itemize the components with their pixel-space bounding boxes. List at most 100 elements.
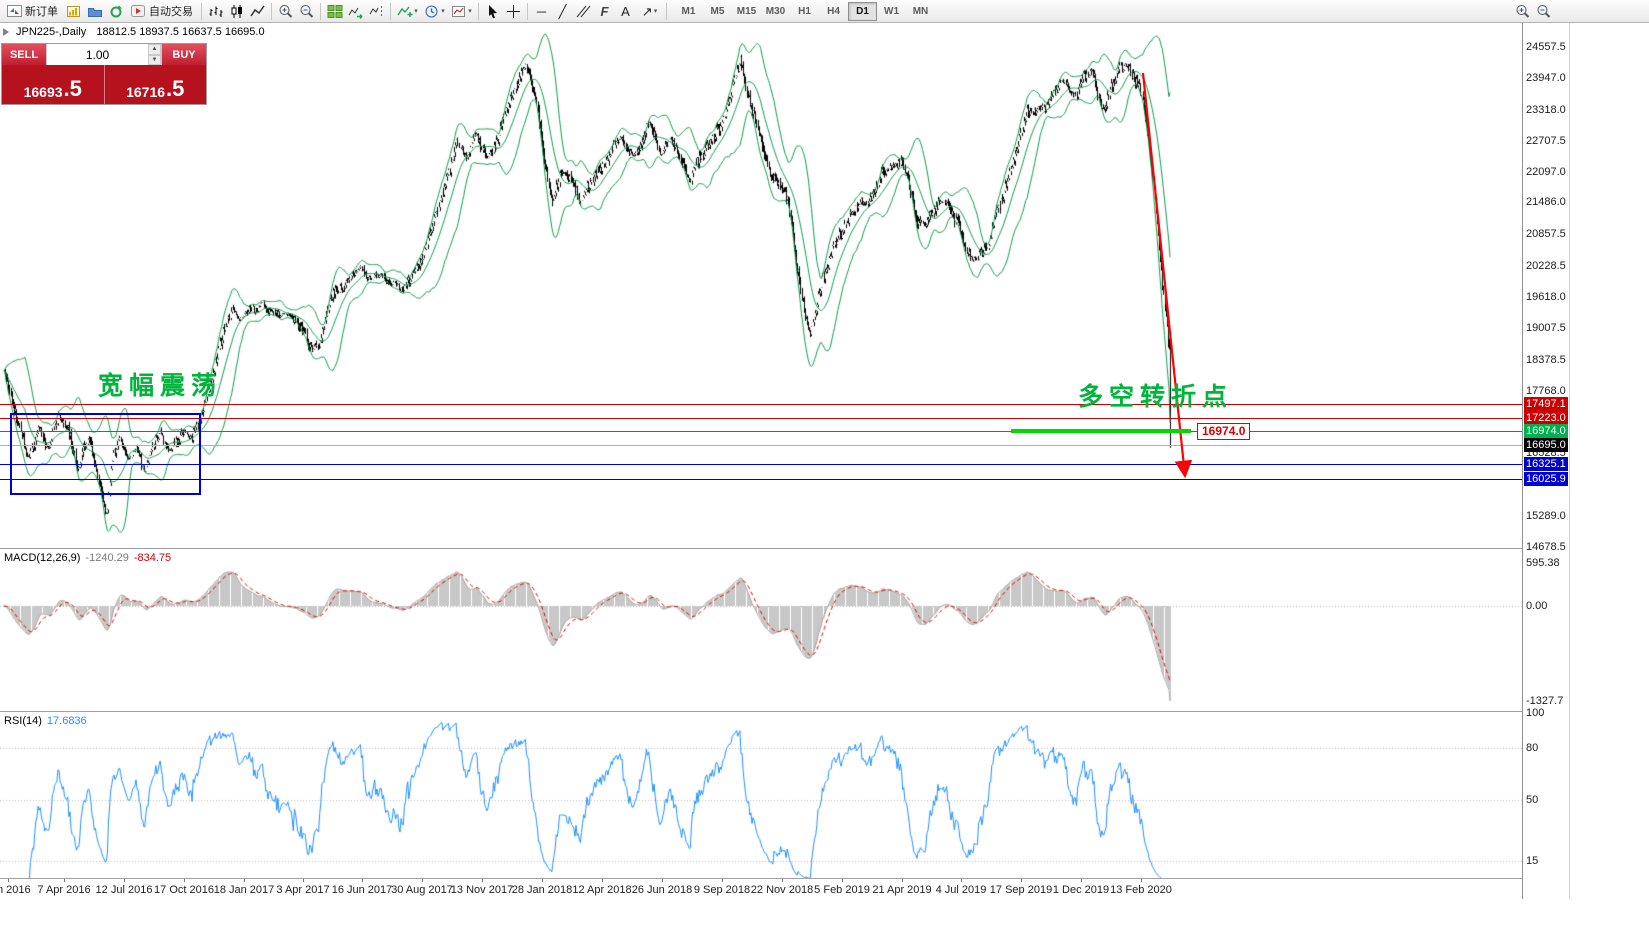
sell-button[interactable]: SELL: [2, 44, 46, 65]
bar-chart-mode-button[interactable]: [205, 2, 226, 21]
time-axis-label: 9 Sep 2018: [693, 884, 751, 896]
volume-up-button[interactable]: ▲: [148, 44, 161, 55]
rsi-panel-canvas[interactable]: [0, 712, 1522, 878]
tile-windows-button[interactable]: [324, 2, 345, 21]
templates-menu-button[interactable]: ▾: [448, 2, 475, 21]
line-chart-mode-button[interactable]: [247, 2, 268, 21]
toolbar-separator: [666, 2, 667, 20]
timeframe-button-m30[interactable]: M30: [765, 5, 786, 17]
zoom-in-button[interactable]: [1512, 2, 1533, 21]
text-tool-icon: A: [621, 3, 630, 19]
panel-divider[interactable]: [0, 711, 1570, 712]
price-level-label-support: 16025.9: [1524, 471, 1568, 486]
macd-name: MACD(12,26,9): [4, 552, 81, 564]
timeframe-button-m1[interactable]: M1: [681, 5, 696, 17]
zoom-in-icon: [279, 4, 292, 18]
macd-main-value: -1240.29: [85, 552, 129, 564]
green-level-segment[interactable]: [1011, 429, 1191, 433]
rsi-value: 17.6836: [46, 715, 87, 727]
auto-trading-icon: [131, 5, 145, 17]
candlestick-mode-button[interactable]: [226, 2, 247, 21]
zoom-out-icon: [300, 4, 313, 18]
macd-indicator-label: MACD(12,26,9) -1240.29 -834.75: [4, 552, 171, 564]
buy-price-int: 16716: [126, 84, 166, 100]
trendline-tool-button[interactable]: ╱: [552, 2, 573, 21]
toolbar-right-group: [1512, 2, 1554, 21]
timeframe-button-d1[interactable]: D1: [848, 1, 877, 21]
horizontal-line-icon: ─: [536, 3, 547, 19]
time-axis-label: 5 Feb 2019: [814, 884, 870, 896]
new-order-button[interactable]: 新订单: [2, 1, 63, 22]
time-axis-label: 26 Jun 2018: [631, 884, 693, 896]
macd-panel-canvas[interactable]: [0, 549, 1522, 711]
main-chart-canvas[interactable]: [0, 23, 1522, 548]
text-tool-button[interactable]: A: [615, 2, 636, 21]
arrows-tool-button[interactable]: ↗ ▾: [636, 2, 663, 21]
timeframe-button-w1[interactable]: W1: [884, 5, 899, 17]
cursor-tool-button[interactable]: [482, 2, 503, 21]
buy-button[interactable]: BUY: [162, 44, 206, 65]
panel-divider[interactable]: [0, 878, 1570, 879]
level-line-pivot[interactable]: [0, 431, 1522, 432]
timeframe-button-h1[interactable]: H1: [798, 5, 811, 17]
clock-icon: [425, 5, 438, 17]
timeframe-button-m5[interactable]: M5: [710, 5, 725, 17]
profiles-icon: [87, 7, 102, 17]
chevron-down-icon: ▾: [468, 8, 472, 15]
profiles-button[interactable]: [84, 2, 105, 21]
panel-divider[interactable]: [0, 548, 1570, 549]
crosshair-tool-button[interactable]: [503, 2, 524, 21]
time-axis-label: 7 Apr 2016: [37, 884, 91, 896]
price-level-label-support: 16325.1: [1524, 456, 1568, 471]
level-line-support[interactable]: [0, 479, 1522, 480]
level-line-current[interactable]: [0, 445, 1522, 446]
range-box-annotation[interactable]: [10, 413, 201, 495]
annotation-text-turning-point[interactable]: 多空转折点: [1078, 383, 1234, 411]
toolbar-separator: [201, 2, 202, 20]
green-level-price-tag[interactable]: 16974.0: [1197, 423, 1251, 440]
zoom-out-button[interactable]: [296, 2, 317, 21]
bar-chart-icon: [209, 6, 222, 17]
price-level-label-current: 16695.0: [1524, 437, 1568, 452]
horizontal-line-tool-button[interactable]: ─: [531, 2, 552, 21]
time-axis-tick: [184, 879, 185, 882]
level-line-support[interactable]: [0, 464, 1522, 465]
volume-down-button[interactable]: ▼: [148, 54, 161, 65]
macd-axis-zero: 0.00: [1526, 600, 1548, 612]
time-axis-tick: [1081, 879, 1082, 882]
auto-scroll-button[interactable]: [345, 2, 366, 21]
time-axis-tick: [602, 879, 603, 882]
fibonacci-tool-button[interactable]: F: [594, 2, 615, 21]
buy-price-display[interactable]: 16716 .5: [103, 65, 207, 104]
price-axis[interactable]: 24557.5 23947.0 23318.0 22707.5 22097.0 21486…: [1523, 23, 1569, 899]
time-axis-tick: [64, 879, 65, 882]
zoom-out-button[interactable]: [1533, 2, 1554, 21]
price-axis-tick: 21486.0: [1526, 196, 1566, 209]
toolbar-separator: [527, 2, 528, 20]
chart-title: JPN225-,Daily 18812.5 18937.5 16637.5 16…: [16, 26, 265, 38]
level-line-resistance[interactable]: [0, 418, 1522, 419]
candlestick-icon: [231, 4, 242, 18]
time-axis-tick: [244, 879, 245, 882]
trend-arrow-annotation[interactable]: [0, 23, 1522, 548]
macd-axis-max: 595.38: [1526, 557, 1560, 570]
zoom-in-button[interactable]: [275, 2, 296, 21]
periods-menu-button[interactable]: ▾: [421, 2, 448, 21]
timeframe-button-h4[interactable]: H4: [827, 5, 840, 17]
level-line-resistance[interactable]: [0, 404, 1522, 405]
new-chart-button[interactable]: [63, 2, 84, 21]
chart-shift-button[interactable]: [366, 2, 387, 21]
timeframe-button-m15[interactable]: M15: [736, 5, 757, 17]
trade-panel-expander[interactable]: [3, 28, 9, 36]
refresh-button[interactable]: [105, 2, 126, 21]
indicators-menu-button[interactable]: ▾: [394, 2, 421, 21]
time-axis-tick: [722, 879, 723, 882]
channel-tool-button[interactable]: [573, 2, 594, 21]
down-arrow-line[interactable]: [1141, 72, 1193, 479]
sell-price-display[interactable]: 16693 .5: [2, 65, 104, 104]
annotation-text-range[interactable]: 宽幅震荡: [98, 372, 223, 400]
volume-input[interactable]: [47, 44, 148, 65]
auto-trading-button[interactable]: 自动交易: [126, 1, 198, 22]
timeframe-button-mn[interactable]: MN: [912, 5, 929, 17]
